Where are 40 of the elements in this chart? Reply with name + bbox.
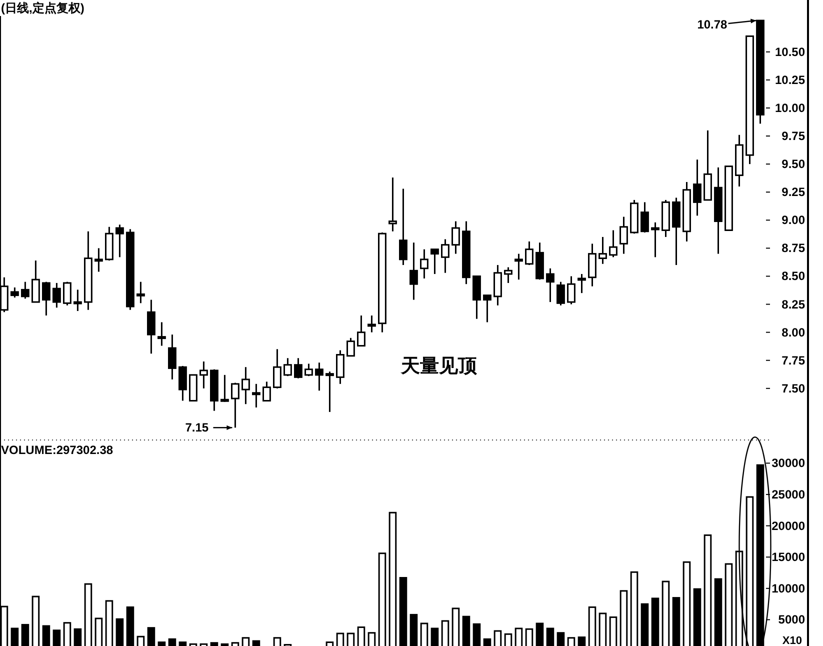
- annotation: 10.78: [697, 17, 728, 32]
- annotation: 天量见顶: [400, 356, 478, 378]
- y-tick-label: 8.75: [782, 241, 806, 256]
- candlestick: [420, 248, 428, 280]
- y-tick-label: 5000: [778, 612, 806, 627]
- y-tick-label: 7.50: [782, 381, 806, 396]
- candlestick: [620, 216, 628, 255]
- y-tick-label: 9.75: [782, 129, 806, 144]
- candlestick: [168, 334, 176, 380]
- y-tick-label: 10.00: [774, 100, 806, 115]
- y-tick-label: 8.25: [782, 297, 806, 312]
- y-tick-label: 8.00: [782, 325, 806, 340]
- chart-title: (日线,定点复权): [1, 1, 84, 15]
- chart-title: VOLUME:297302.38: [1, 443, 114, 457]
- y-tick-label: 9.00: [782, 213, 806, 228]
- candlestick: [410, 242, 418, 301]
- y-tick-label: 9.25: [782, 185, 806, 200]
- y-tick-label: 8.50: [782, 269, 806, 284]
- y-tick-label: 7.75: [782, 353, 806, 368]
- candlestick: [146, 299, 156, 354]
- y-tick-label: 9.50: [782, 157, 806, 172]
- candlestick: [588, 242, 596, 288]
- y-tick-label: 20000: [772, 518, 806, 533]
- candlestick: [115, 224, 124, 258]
- candlestick: [693, 158, 702, 216]
- y-tick-label: 10.50: [774, 44, 806, 59]
- y-tick-label: 10.25: [774, 72, 806, 87]
- y-tick-label: 30000: [772, 456, 806, 470]
- candlestick: [462, 220, 470, 285]
- y-tick-label: 25000: [772, 487, 806, 502]
- candlestick: [452, 220, 460, 255]
- y-tick-label: 15000: [772, 550, 806, 564]
- text: X10: [782, 635, 802, 646]
- annotation: 7.15: [185, 420, 209, 435]
- candlestick: [242, 366, 250, 405]
- candlestick: [714, 166, 722, 255]
- candlestick: [735, 134, 744, 188]
- y-tick-label: 10000: [772, 581, 806, 596]
- candlestick: [94, 247, 103, 272]
- candlestick: [315, 362, 324, 392]
